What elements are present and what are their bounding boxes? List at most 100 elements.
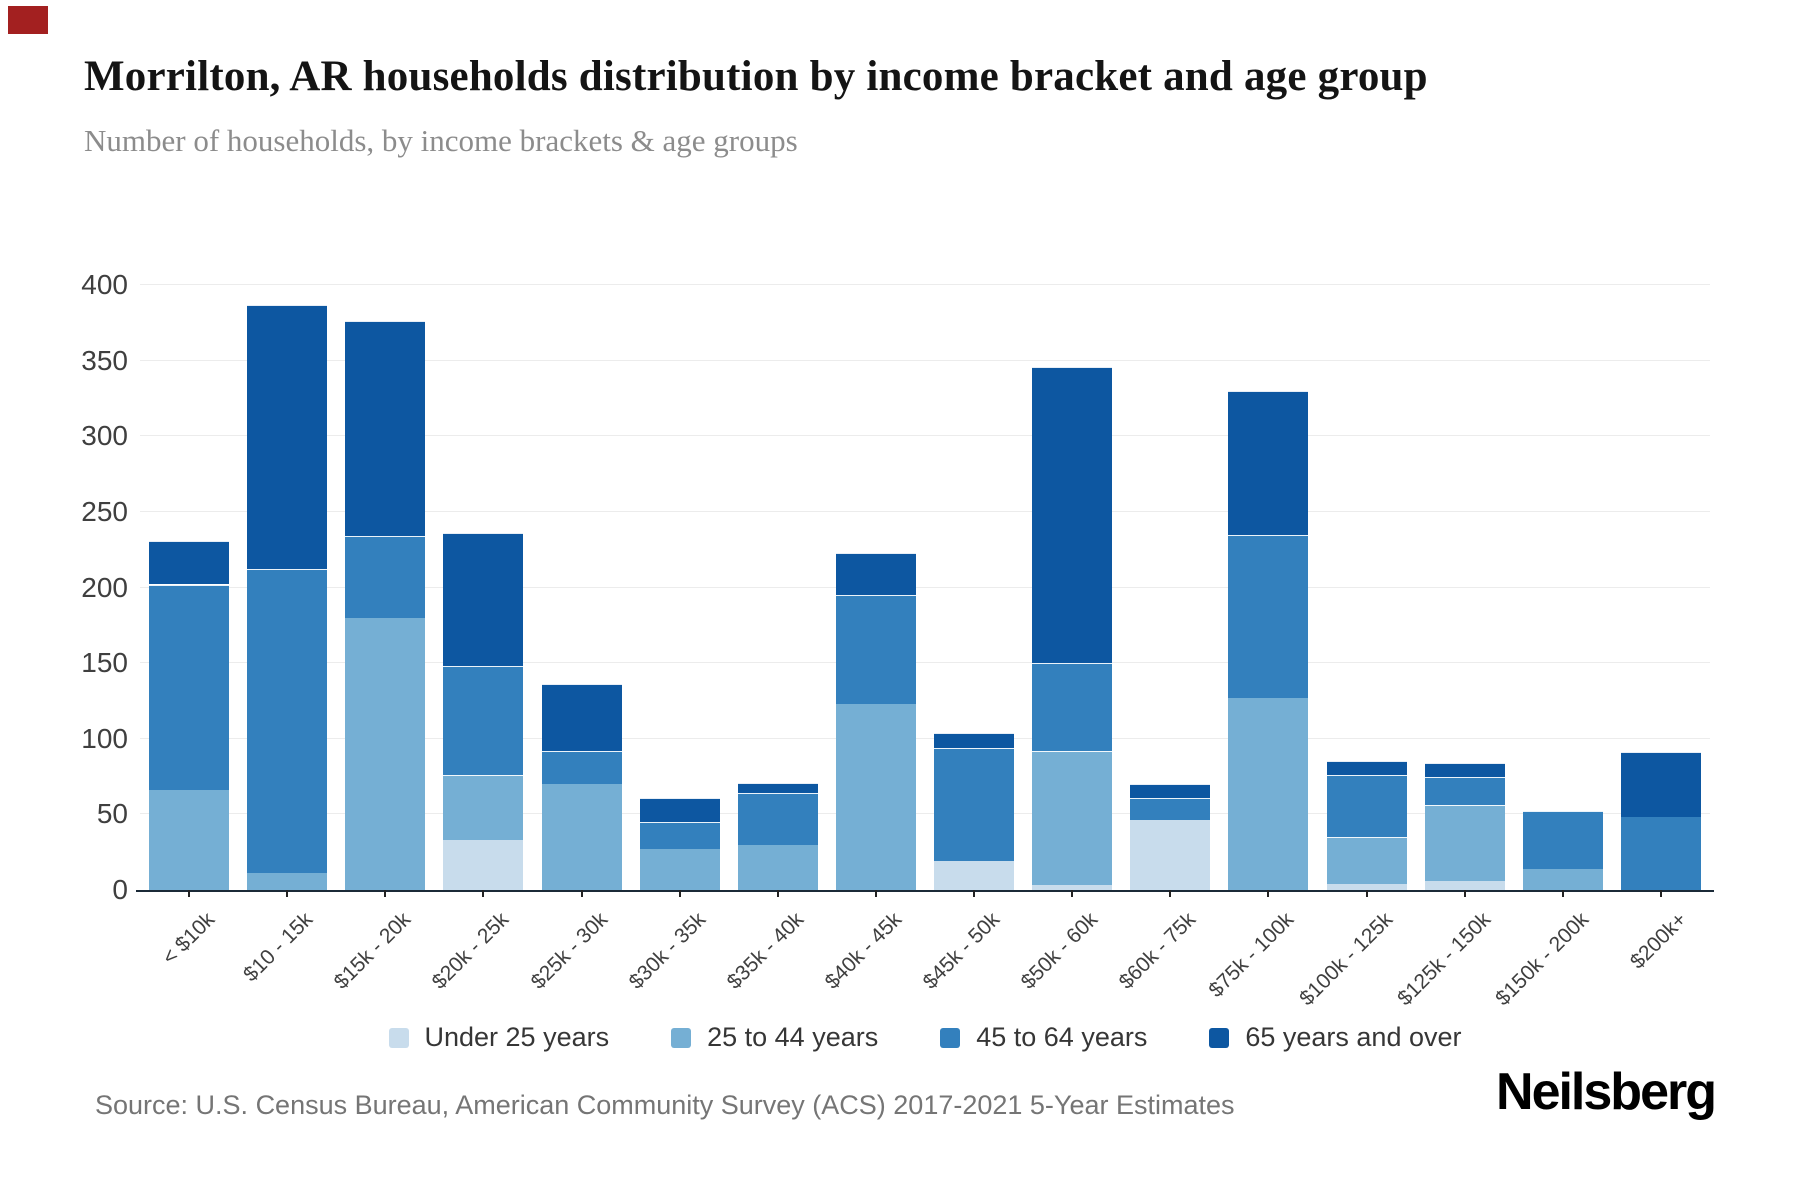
legend-label: Under 25 years [424, 1022, 610, 1052]
legend-item[interactable]: Under 25 years [388, 1022, 610, 1053]
x-axis-category-label: $35k - 40k [722, 908, 809, 994]
y-gridline [140, 662, 1710, 664]
bar-segment[interactable] [1424, 805, 1505, 881]
bar-segment[interactable] [1424, 762, 1505, 777]
bar-segment[interactable] [1032, 750, 1113, 886]
legend-swatch-icon [1209, 1027, 1230, 1048]
stacked-bar [149, 285, 230, 890]
bar-segment[interactable] [1032, 366, 1113, 664]
page-title: Morrilton, AR households distribution by… [84, 53, 1428, 100]
bar-segment[interactable] [247, 569, 328, 874]
stacked-bar [1326, 285, 1407, 890]
stacked-bar [639, 285, 720, 890]
bar-segment[interactable] [639, 797, 720, 822]
bar-segment[interactable] [1228, 390, 1309, 535]
bar-segment[interactable] [737, 793, 818, 845]
x-axis-tick [776, 890, 779, 897]
legend-item[interactable]: 25 to 44 years [671, 1022, 878, 1053]
plot-area: 0 50 100 150 200 250 300 350 400 < $10k $10 - 15k $… [81, 269, 1714, 1010]
bar-segment[interactable] [1326, 761, 1407, 776]
bar-segment[interactable] [443, 840, 524, 890]
bar-segment[interactable] [835, 595, 916, 704]
bar-segment[interactable] [1326, 837, 1407, 884]
bar-segment[interactable] [443, 533, 524, 667]
x-axis-tick [1463, 890, 1466, 897]
bar-segment[interactable] [1522, 868, 1603, 890]
bar-segment[interactable] [247, 304, 328, 570]
bar-segment[interactable] [1228, 534, 1309, 698]
bar-segment[interactable] [1130, 784, 1211, 798]
bar-segment[interactable] [639, 821, 720, 850]
bar-segment[interactable] [247, 873, 328, 890]
bar-segment[interactable] [1620, 752, 1701, 818]
bar-segment[interactable] [1522, 811, 1603, 869]
bar-segment[interactable] [1032, 663, 1113, 751]
bar-segment[interactable] [1228, 697, 1309, 890]
y-axis-tick-label: 0 [112, 874, 128, 905]
chart-header: Morrilton, AR households distribution by… [84, 48, 1564, 159]
y-axis-tick-label: 100 [81, 722, 128, 754]
stacked-bar [541, 285, 622, 890]
legend-item[interactable]: 65 years and over [1209, 1022, 1462, 1053]
bar-segment[interactable] [345, 617, 426, 890]
stacked-bar [1228, 285, 1309, 890]
stacked-bar [1620, 285, 1701, 890]
bar-segment[interactable] [1130, 820, 1211, 890]
bar-segment[interactable] [1326, 883, 1407, 890]
legend-item[interactable]: 45 to 64 years [940, 1022, 1147, 1053]
bar-segment[interactable] [934, 732, 1015, 748]
x-axis-tick [1071, 890, 1074, 897]
bar-segment[interactable] [541, 750, 622, 785]
x-axis-category-label: $50k - 60k [1016, 908, 1103, 994]
bar-segment[interactable] [1326, 775, 1407, 838]
x-axis-category-label: $20k - 25k [428, 908, 514, 994]
stacked-bar [443, 285, 524, 890]
y-gridline [140, 813, 1710, 815]
bar-segment[interactable] [345, 321, 426, 537]
bar-segment[interactable] [737, 782, 818, 794]
bar-segment[interactable] [1620, 817, 1701, 890]
bar-segment[interactable] [934, 747, 1015, 862]
bar-segment[interactable] [934, 861, 1015, 890]
bar-segment[interactable] [737, 844, 818, 890]
x-axis-line [136, 890, 1714, 892]
x-axis-category-label: $40k - 45k [820, 908, 907, 994]
stacked-bar [737, 285, 818, 890]
bar-segment[interactable] [149, 540, 230, 585]
bar-segment[interactable] [835, 703, 916, 890]
bar-segment[interactable] [639, 849, 720, 890]
bar-segment[interactable] [443, 666, 524, 776]
bar-segment[interactable] [345, 536, 426, 618]
y-axis-tick-label: 200 [81, 571, 128, 603]
stacked-bar [1032, 285, 1113, 890]
x-axis-tick [188, 890, 191, 897]
legend-label: 65 years and over [1245, 1022, 1462, 1052]
bar-segment[interactable] [541, 684, 622, 751]
bar-segment[interactable] [149, 584, 230, 791]
x-axis-tick [384, 890, 387, 897]
x-axis-tick [678, 890, 681, 897]
bar-segment[interactable] [443, 775, 524, 841]
y-gridline [140, 510, 1710, 512]
bar-segment[interactable] [1424, 776, 1505, 806]
x-axis-category-label: $30k - 35k [624, 908, 710, 994]
bar-segment[interactable] [835, 552, 916, 596]
legend-label: 25 to 44 years [707, 1022, 879, 1052]
y-axis-tick-label: 150 [81, 647, 128, 679]
stacked-bar [247, 285, 328, 890]
x-axis-tick [1561, 890, 1564, 897]
y-axis-tick-label: 250 [81, 495, 128, 527]
y-axis-tick-label: 350 [81, 344, 128, 376]
bar-segment[interactable] [541, 784, 622, 890]
bar-segment[interactable] [1424, 880, 1505, 890]
x-axis-tick [1365, 890, 1368, 897]
x-axis-category-label: $25k - 30k [526, 908, 612, 994]
bar-segment[interactable] [1130, 797, 1211, 821]
x-axis-tick [1169, 890, 1172, 897]
bar-segment[interactable] [1032, 885, 1113, 890]
stacked-bar [934, 285, 1015, 890]
x-axis-category-label: $125k - 150k [1392, 908, 1495, 1011]
bar-segment[interactable] [149, 790, 230, 890]
stacked-bar [1130, 285, 1211, 890]
